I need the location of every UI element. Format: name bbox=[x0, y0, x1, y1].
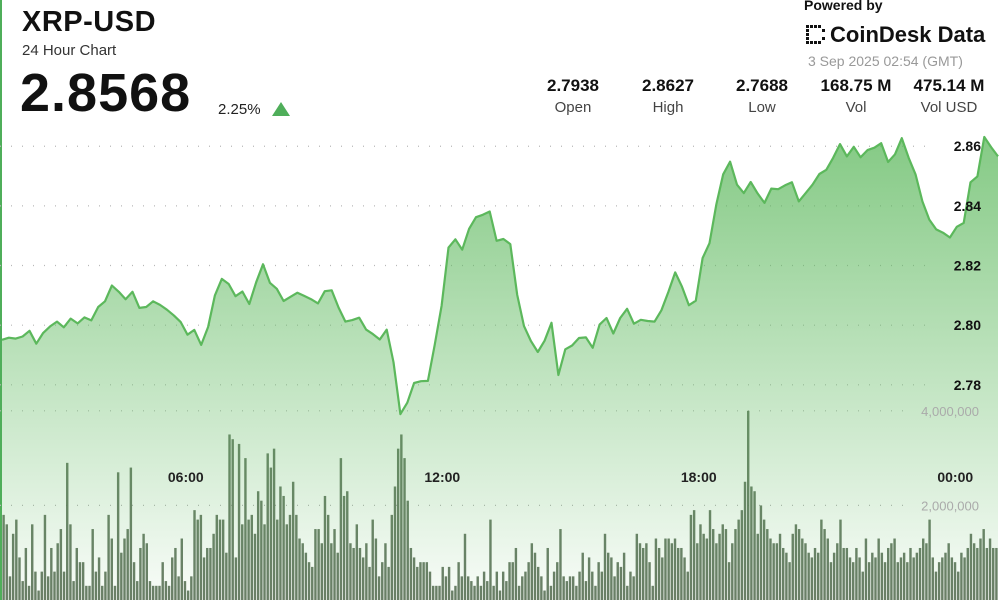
price-area bbox=[1, 135, 999, 600]
stat-vol-usd-label: Vol USD bbox=[920, 99, 978, 116]
stat-open-label: Open bbox=[554, 99, 592, 116]
chart-title: XRP-USD bbox=[22, 6, 157, 38]
brand-name: CoinDesk Data bbox=[830, 22, 986, 47]
y-tick-label: 2.80 bbox=[954, 317, 981, 333]
x-tick-label: 18:00 bbox=[681, 469, 717, 485]
price-line bbox=[1, 135, 999, 416]
current-price: 2.8568 bbox=[20, 63, 192, 123]
stat-open-value: 2.7938 bbox=[547, 76, 599, 95]
stat-high: 2.8627 High bbox=[618, 76, 718, 116]
left-accent-border bbox=[0, 0, 2, 600]
stat-vol-label: Vol bbox=[845, 99, 867, 116]
stat-high-value: 2.8627 bbox=[642, 76, 694, 95]
powered-by-label: Powered by bbox=[804, 0, 883, 13]
timestamp: 3 Sep 2025 02:54 (GMT) bbox=[808, 53, 963, 69]
axis-labels: 2.78 2.80 2.82 2.84 2.86 2,000,000 4,000,000 06… bbox=[168, 138, 981, 513]
stat-vol: 168.75 M Vol bbox=[806, 76, 906, 116]
stat-vol-value: 168.75 M bbox=[820, 76, 892, 95]
stat-vol-usd-value: 475.14 M bbox=[913, 76, 985, 95]
y-tick-label: 2.84 bbox=[954, 198, 981, 214]
price-area-fill bbox=[2, 137, 998, 600]
volume-tick-label: 4,000,000 bbox=[921, 404, 979, 419]
x-tick-label: 06:00 bbox=[168, 469, 204, 485]
y-tick-label: 2.86 bbox=[954, 138, 981, 154]
x-tick-label: 12:00 bbox=[424, 469, 460, 485]
stat-low-value: 2.7688 bbox=[736, 76, 788, 95]
up-arrow-icon bbox=[272, 102, 290, 116]
stat-open: 2.7938 Open bbox=[523, 76, 623, 116]
stat-low: 2.7688 Low bbox=[712, 76, 812, 116]
brand-logo: CoinDesk Data bbox=[806, 22, 985, 48]
stat-vol-usd: 475.14 M Vol USD bbox=[899, 76, 999, 116]
x-tick-label: 00:00 bbox=[937, 469, 973, 485]
y-tick-label: 2.78 bbox=[954, 377, 981, 393]
price-change-percent: 2.25% bbox=[218, 101, 261, 118]
coindesk-logo-icon bbox=[806, 25, 825, 44]
stat-high-label: High bbox=[652, 99, 684, 116]
volume-tick-label: 2,000,000 bbox=[921, 498, 979, 513]
stat-low-label: Low bbox=[748, 99, 776, 116]
chart-subtitle: 24 Hour Chart bbox=[22, 42, 117, 59]
y-tick-label: 2.82 bbox=[954, 258, 981, 274]
